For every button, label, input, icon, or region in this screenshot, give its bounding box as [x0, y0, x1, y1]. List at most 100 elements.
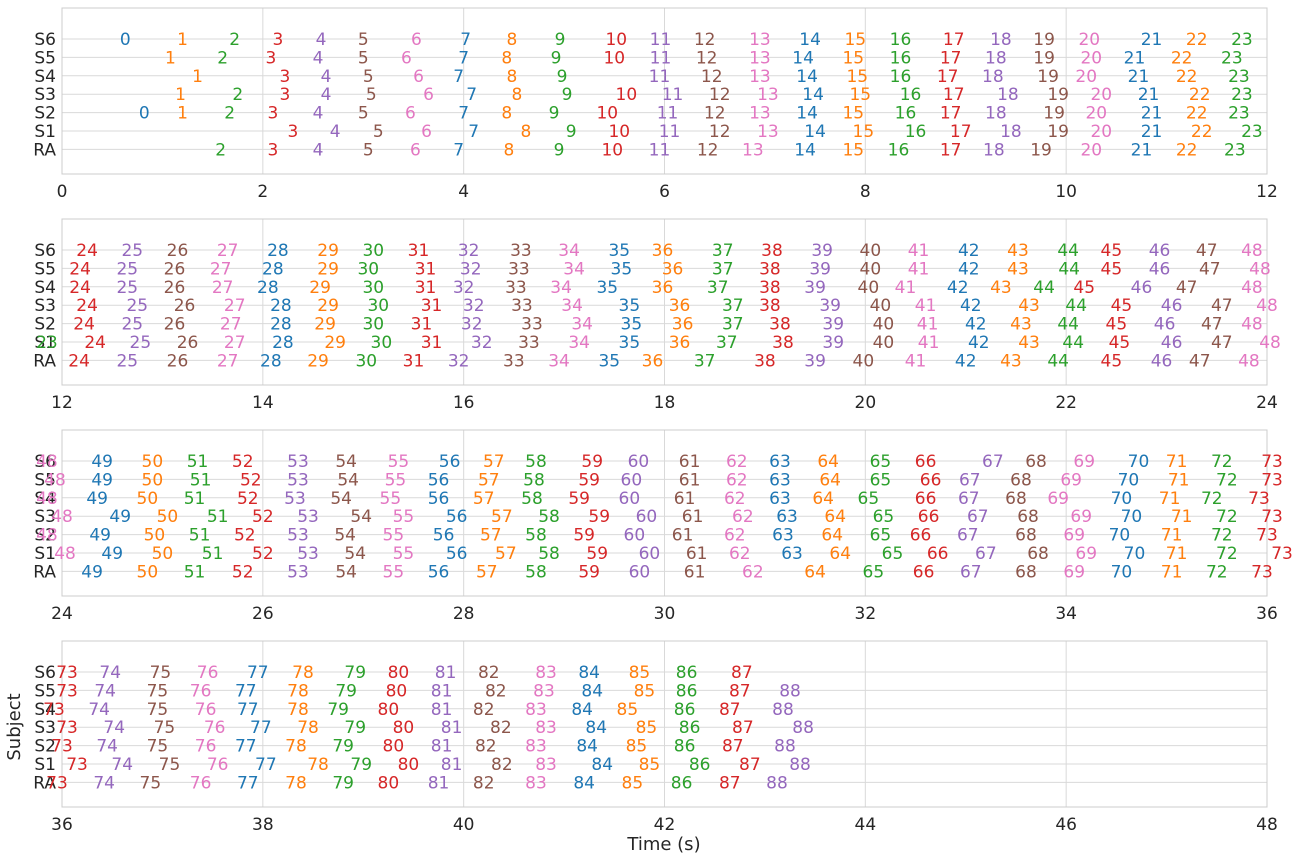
- beat-mark: 5: [358, 104, 369, 124]
- beat-mark: 4: [313, 140, 324, 160]
- beat-mark: 68: [1005, 489, 1027, 509]
- beat-mark: 79: [335, 681, 357, 701]
- beat-mark: 53: [287, 562, 309, 582]
- beat-mark: 48: [44, 470, 66, 490]
- beat-mark: 64: [819, 470, 841, 490]
- beat-mark: 42: [958, 259, 980, 279]
- beat-mark: 19: [1037, 67, 1059, 87]
- beat-mark: 49: [89, 526, 111, 546]
- beat-mark: 7: [466, 85, 477, 105]
- beat-mark: 7: [468, 122, 479, 142]
- beat-mark: 48: [1241, 278, 1263, 298]
- beat-mark: 19: [1047, 122, 1069, 142]
- beat-mark: 83: [525, 773, 547, 793]
- beat-mark: 71: [1171, 507, 1193, 527]
- beat-mark: 8: [503, 140, 514, 160]
- y-tick-label: S6: [34, 241, 56, 261]
- beat-mark: 58: [538, 544, 560, 564]
- beat-mark: 27: [212, 278, 234, 298]
- beat-mark: 51: [184, 489, 206, 509]
- beat-mark: 29: [317, 259, 339, 279]
- beat-mark: 14: [794, 140, 816, 160]
- beat-mark: 59: [578, 470, 600, 490]
- beat-mark: 62: [726, 470, 748, 490]
- beat-mark: 13: [749, 48, 771, 68]
- beat-mark: 33: [518, 333, 540, 353]
- beat-mark: 81: [441, 755, 463, 775]
- beat-mark: 73: [1248, 489, 1270, 509]
- beat-mark: 18: [982, 67, 1004, 87]
- beat-mark: 42: [947, 278, 969, 298]
- beat-mark: 39: [809, 259, 831, 279]
- beat-mark: 1: [177, 104, 188, 124]
- beat-mark: 88: [772, 700, 794, 720]
- beat-mark: 26: [164, 315, 186, 335]
- beat-mark: 74: [93, 773, 115, 793]
- beat-mark: 68: [1017, 507, 1039, 527]
- y-tick-label: S3: [34, 507, 56, 527]
- beat-mark: 62: [724, 526, 746, 546]
- beat-mark: 88: [766, 773, 788, 793]
- beat-mark: 11: [649, 140, 671, 160]
- beat-mark: 9: [562, 85, 573, 105]
- beat-mark: 3: [288, 122, 299, 142]
- beat-mark: 55: [393, 544, 415, 564]
- beat-mark: 74: [94, 681, 116, 701]
- beat-mark: 7: [453, 67, 464, 87]
- beat-mark: 25: [126, 296, 148, 316]
- beat-mark: 62: [742, 562, 764, 582]
- beat-mark: 48: [1259, 333, 1281, 353]
- beat-mark: 35: [598, 351, 620, 371]
- beat-mark: 22: [1186, 30, 1208, 50]
- beat-mark: 12: [704, 104, 726, 124]
- beat-mark: 79: [332, 737, 354, 757]
- x-tick-label: 14: [252, 393, 274, 413]
- beat-mark: 21: [1141, 104, 1163, 124]
- y-tick-label: RA: [33, 351, 56, 371]
- beat-mark: 9: [554, 140, 565, 160]
- beat-mark: 72: [1216, 544, 1238, 564]
- beat-mark: 23: [1221, 48, 1243, 68]
- beat-mark: 51: [202, 544, 224, 564]
- beat-mark: 23: [1228, 104, 1250, 124]
- beat-mark: 73: [51, 737, 73, 757]
- y-tick-label: S5: [34, 681, 56, 701]
- beat-mark: 83: [535, 755, 557, 775]
- beat-mark: 65: [858, 489, 880, 509]
- beat-mark: 82: [473, 773, 495, 793]
- y-tick-label: S2: [34, 315, 56, 335]
- beat-mark: 59: [578, 562, 600, 582]
- beat-mark: 46: [1161, 296, 1183, 316]
- beat-mark: 5: [358, 48, 369, 68]
- beat-mark: 49: [101, 544, 123, 564]
- y-tick-label: RA: [33, 140, 56, 160]
- beat-mark: 73: [56, 663, 78, 683]
- beat-mark: 20: [1075, 67, 1097, 87]
- beat-mark: 64: [821, 526, 843, 546]
- beat-mark: 49: [86, 489, 108, 509]
- beat-mark: 57: [478, 470, 500, 490]
- beat-mark: 18: [983, 140, 1005, 160]
- beat-mark: 71: [1161, 526, 1183, 546]
- beat-mark: 29: [314, 315, 336, 335]
- beat-mark: 63: [772, 526, 794, 546]
- beat-mark: 83: [535, 663, 557, 683]
- beat-mark: 48: [1249, 259, 1271, 279]
- beat-mark: 54: [334, 526, 356, 546]
- beat-mark: 46: [1149, 241, 1171, 261]
- beat-mark: 70: [1111, 489, 1133, 509]
- beat-mark: 11: [659, 122, 681, 142]
- beat-mark: 10: [601, 140, 623, 160]
- beat-mark: 0: [139, 104, 150, 124]
- x-tick-label: 18: [654, 393, 676, 413]
- beat-mark: 41: [895, 278, 917, 298]
- beat-mark: 82: [491, 755, 513, 775]
- beat-mark: 17: [943, 85, 965, 105]
- beat-mark: 87: [722, 737, 744, 757]
- beat-mark: 47: [1211, 296, 1233, 316]
- beat-mark: 53: [297, 544, 319, 564]
- beat-mark: 36: [669, 333, 691, 353]
- beat-mark: 84: [591, 755, 613, 775]
